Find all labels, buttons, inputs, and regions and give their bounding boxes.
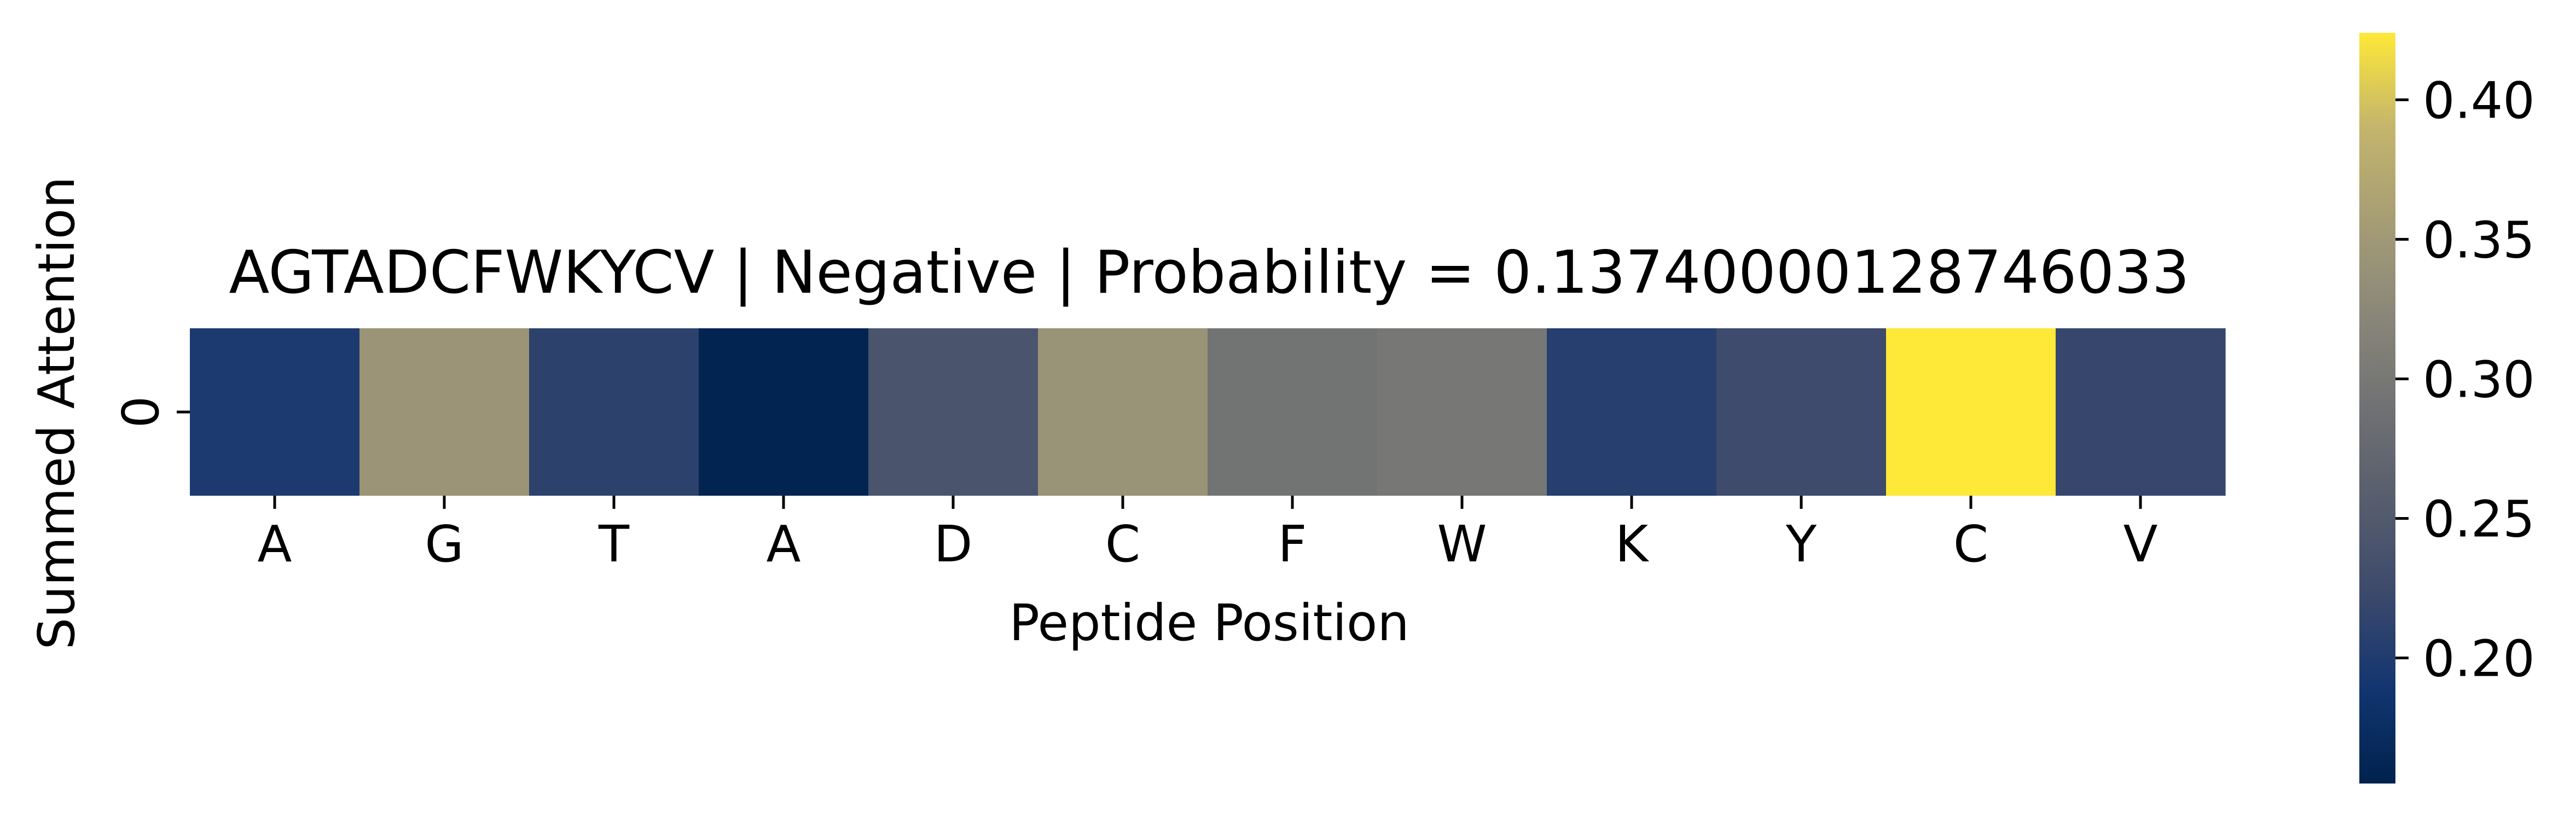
x-tick-label: C xyxy=(1953,515,1988,573)
colorbar-tick-label: 0.25 xyxy=(2423,490,2535,548)
heatmap-cell xyxy=(1038,328,1208,496)
heatmap-cell xyxy=(1716,328,1887,496)
colorbar xyxy=(2359,33,2395,784)
heatmap-cell xyxy=(1886,328,2056,496)
heatmap-cells xyxy=(190,328,2226,496)
heatmap-cell xyxy=(2056,328,2226,496)
chart-title: AGTADCFWKYCV | Negative | Probability = … xyxy=(229,239,2189,307)
y-axis-ticks: 0 xyxy=(112,396,190,428)
x-tick-label: F xyxy=(1278,515,1307,573)
heatmap-cell xyxy=(1377,328,1547,496)
x-tick-label: T xyxy=(598,515,630,573)
y-tick-label: 0 xyxy=(112,396,170,428)
heatmap-cell xyxy=(868,328,1038,496)
colorbar-tick-label: 0.20 xyxy=(2423,629,2535,688)
heatmap-cell xyxy=(699,328,869,496)
heatmap-cell xyxy=(1547,328,1717,496)
colorbar-tick-label: 0.35 xyxy=(2423,211,2535,269)
colorbar-tick-label: 0.30 xyxy=(2423,350,2535,409)
colorbar-tick-label: 0.40 xyxy=(2423,71,2535,130)
heatmap-cell xyxy=(190,328,360,496)
heatmap-cell xyxy=(529,328,699,496)
x-tick-label: W xyxy=(1437,515,1487,573)
x-tick-label: A xyxy=(767,515,801,573)
x-tick-label: Y xyxy=(1785,515,1817,573)
colorbar-ticks: 0.20 0.25 0.30 0.35 0.40 xyxy=(2395,71,2535,688)
x-tick-label: V xyxy=(2124,515,2158,573)
heatmap-cell xyxy=(359,328,530,496)
x-axis-label: Peptide Position xyxy=(1009,594,1409,652)
x-tick-label: G xyxy=(425,515,463,573)
x-tick-label: D xyxy=(934,515,973,573)
y-axis-label: Summed Attention xyxy=(27,177,86,650)
x-tick-label: C xyxy=(1105,515,1140,573)
x-tick-label: A xyxy=(258,515,292,573)
heatmap-cell xyxy=(1208,328,1378,496)
x-tick-label: K xyxy=(1615,515,1650,573)
